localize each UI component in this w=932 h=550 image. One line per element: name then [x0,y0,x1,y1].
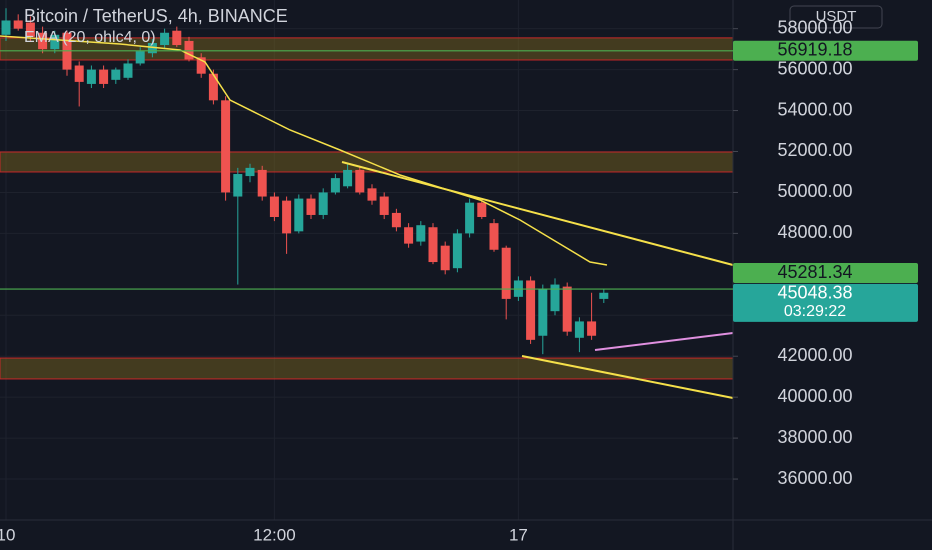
candle-body [379,196,389,215]
last-price: 45048.38 [777,283,852,303]
candle-body [50,34,60,50]
level-label-bg [733,263,918,284]
candle-body [599,292,609,299]
y-tick-label: 50000.00 [777,181,852,201]
candle-body [111,69,121,80]
candle-body [221,100,231,193]
candle-body [538,288,548,336]
candle-body [1,20,11,35]
candle-body [208,73,218,101]
level-label: 56919.18 [777,40,852,60]
candle-body [306,198,316,215]
price-axis: 36000.0038000.0040000.0042000.0044000.00… [733,17,918,488]
x-tick-label: 12:00 [253,525,296,544]
candle-body [550,284,560,312]
candle-body [135,51,145,64]
candle-body [282,200,292,234]
last-price-bg [733,283,918,322]
candle-body [355,169,365,193]
candle-body [465,202,475,234]
candles [1,8,609,355]
y-tick-label: 38000.00 [777,427,852,447]
candle-body [318,192,328,215]
candle-body [147,42,157,54]
candle-body [562,286,572,332]
candle-body [38,32,48,50]
candle-body [477,202,487,218]
y-tick-label: 56000.00 [777,58,852,78]
candle-body [74,65,84,82]
candle-body [489,223,499,250]
x-tick-label: 10 [0,525,15,544]
y-tick-label: 40000.00 [777,386,852,406]
indicator-label: EMA (20, ohlc4, 0) [24,29,156,46]
candle-body [196,57,206,74]
trendline [521,355,734,399]
countdown: 03:29:22 [784,303,846,320]
ema-line [0,35,608,266]
candle-body [294,198,304,232]
candle-body [416,225,426,242]
y-tick-label: 54000.00 [777,99,852,119]
candle-body [501,247,511,299]
y-tick-label: 36000.00 [777,468,852,488]
level-label-bg [733,40,918,61]
candle-body [269,196,279,218]
currency[interactable]: USDT [816,8,857,25]
trendline [341,161,734,266]
candle-body [172,30,182,46]
currency-box[interactable] [789,5,883,29]
candle-body [13,20,23,29]
candle-body [99,69,109,84]
level-label: 45281.34 [777,262,852,282]
candle-body [245,167,255,177]
y-tick-label: 52000.00 [777,140,852,160]
zones [0,37,734,380]
candle-body [526,280,536,340]
candle-body [25,22,35,37]
candle-body [587,321,597,336]
candle-body [123,63,133,78]
candle-body [343,169,353,187]
candle-body [184,40,194,60]
trendline [594,332,734,351]
grid [0,0,733,520]
candle-body [440,245,450,271]
x-tick-label: 17 [509,525,528,544]
candle-body [404,227,414,244]
candle-body [257,169,267,197]
y-tick-label: 42000.00 [777,345,852,365]
candle-body [391,212,401,228]
candle-body [160,32,170,46]
candle-body [428,227,438,263]
candle-body [452,233,462,269]
chart-title: Bitcoin / TetherUS, 4h, BINANCE [24,6,288,26]
candle-body [574,321,584,338]
candle-body [367,188,377,201]
candle-body [233,174,243,197]
candle-body [86,69,96,84]
y-tick-label: 58000.00 [777,17,852,37]
candle-body [330,178,340,193]
y-tick-label: 48000.00 [777,222,852,242]
